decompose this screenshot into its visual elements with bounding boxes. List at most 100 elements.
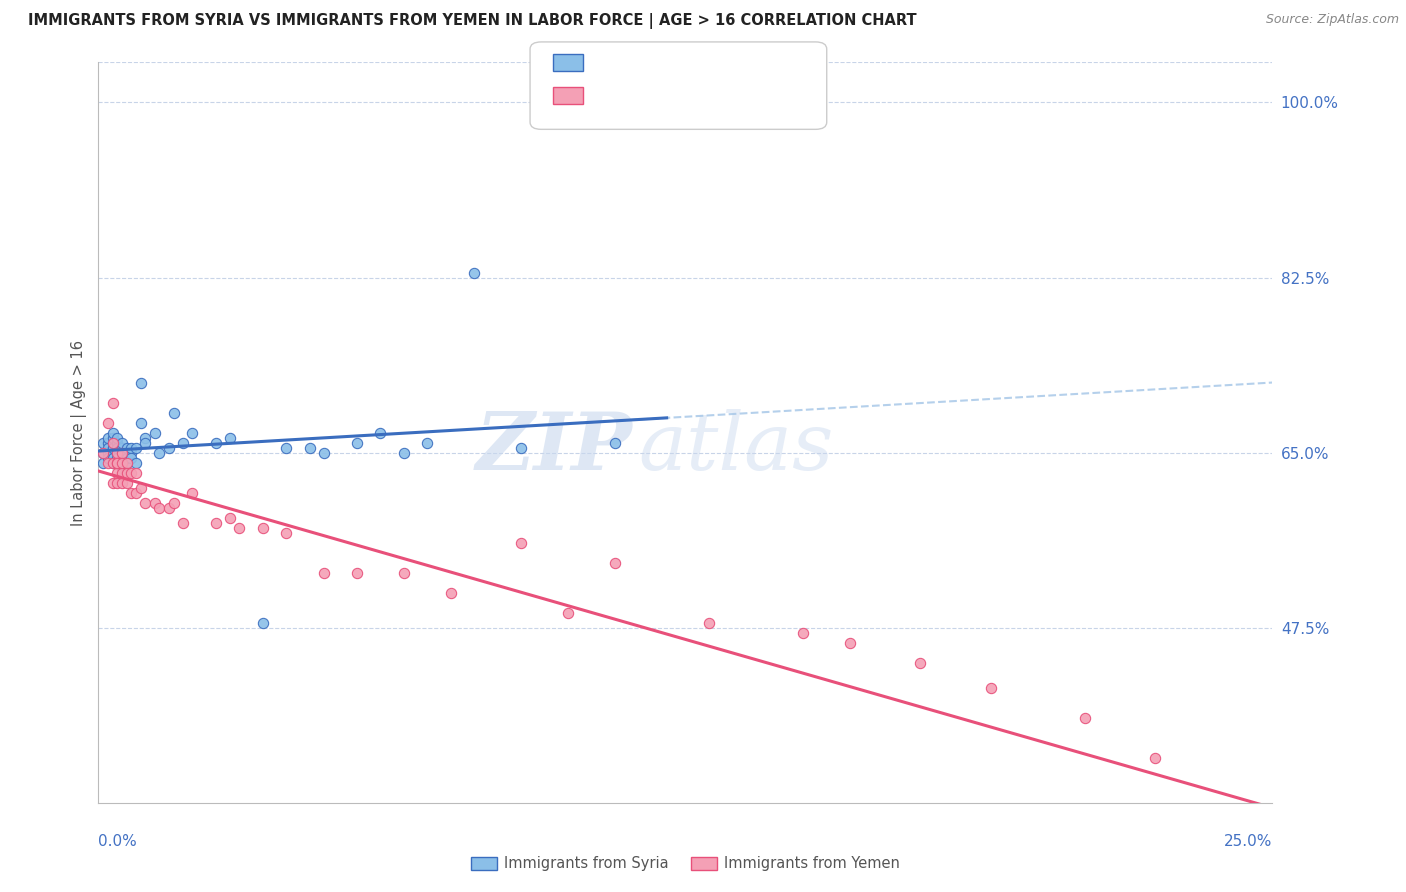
Point <box>276 441 298 455</box>
Point <box>129 376 152 390</box>
Point <box>416 435 439 450</box>
Point <box>97 445 120 459</box>
Point <box>120 466 142 480</box>
Point <box>111 441 134 455</box>
Point <box>101 435 124 450</box>
Point <box>980 681 1002 695</box>
Point <box>143 425 166 440</box>
Text: IMMIGRANTS FROM SYRIA VS IMMIGRANTS FROM YEMEN IN LABOR FORCE | AGE > 16 CORRELA: IMMIGRANTS FROM SYRIA VS IMMIGRANTS FROM… <box>28 13 917 29</box>
Point <box>115 441 138 455</box>
Point <box>105 435 128 450</box>
Point <box>1073 711 1095 725</box>
Text: 25.0%: 25.0% <box>1225 834 1272 849</box>
Point <box>120 441 142 455</box>
Point <box>105 456 128 470</box>
Point <box>97 456 120 470</box>
Point <box>111 460 134 475</box>
Point <box>157 441 180 455</box>
Point <box>697 615 720 630</box>
Point <box>115 456 138 470</box>
Point <box>105 450 128 465</box>
Point <box>97 416 120 430</box>
Point <box>603 556 626 570</box>
Point <box>157 500 180 515</box>
Point <box>101 425 124 440</box>
Point <box>205 516 228 530</box>
Point <box>510 441 533 455</box>
Point <box>105 456 128 470</box>
Point <box>105 441 128 455</box>
Point <box>312 566 335 580</box>
Point <box>125 441 148 455</box>
Point <box>134 435 156 450</box>
Point <box>111 435 134 450</box>
Point <box>120 445 142 459</box>
Point <box>125 456 148 470</box>
Point <box>111 445 134 459</box>
Point <box>101 475 124 490</box>
Point <box>392 445 415 459</box>
Point <box>125 485 148 500</box>
Text: 0.0%: 0.0% <box>98 834 138 849</box>
Text: Source: ZipAtlas.com: Source: ZipAtlas.com <box>1265 13 1399 27</box>
Point <box>205 435 228 450</box>
Point <box>603 435 626 450</box>
Point <box>101 441 124 455</box>
Point <box>111 456 134 470</box>
Point <box>120 485 142 500</box>
Point <box>97 431 120 445</box>
Point <box>115 475 138 490</box>
Text: -0.682: -0.682 <box>634 88 686 103</box>
Point <box>908 656 931 670</box>
Point <box>143 496 166 510</box>
Point <box>463 266 485 280</box>
Point <box>162 406 184 420</box>
Point <box>105 456 128 470</box>
Point <box>115 450 138 465</box>
Legend: Immigrants from Syria, Immigrants from Yemen: Immigrants from Syria, Immigrants from Y… <box>465 850 905 877</box>
Text: N = 51: N = 51 <box>690 88 745 103</box>
Point <box>111 445 134 459</box>
Point <box>792 625 814 640</box>
Point <box>129 416 152 430</box>
Point <box>181 485 204 500</box>
Point <box>105 445 128 459</box>
Point <box>101 441 124 455</box>
Point <box>101 456 124 470</box>
Point <box>125 466 148 480</box>
Point <box>148 445 170 459</box>
Text: R =: R = <box>595 55 626 70</box>
Point <box>172 435 194 450</box>
Point <box>101 445 124 459</box>
Point <box>439 585 461 599</box>
Text: R =: R = <box>595 88 626 103</box>
Point <box>105 445 128 459</box>
Point <box>134 496 156 510</box>
Text: 0.163: 0.163 <box>634 55 681 70</box>
Point <box>91 456 114 470</box>
Point <box>101 395 124 409</box>
Point <box>105 475 128 490</box>
Point <box>219 510 242 524</box>
Point <box>557 606 579 620</box>
Point <box>219 431 242 445</box>
Point <box>252 615 274 630</box>
Point <box>111 456 134 470</box>
Point <box>181 425 204 440</box>
Point <box>312 445 335 459</box>
Point <box>101 431 124 445</box>
Text: ZIP: ZIP <box>475 409 633 486</box>
Point <box>346 435 368 450</box>
Point <box>111 475 134 490</box>
Point <box>368 425 391 440</box>
Point <box>91 435 114 450</box>
Point <box>276 525 298 540</box>
Point <box>298 441 321 455</box>
Point <box>91 445 114 459</box>
Point <box>838 636 860 650</box>
Point <box>510 535 533 549</box>
Point <box>1144 751 1167 765</box>
Point <box>134 431 156 445</box>
Point <box>392 566 415 580</box>
Point <box>346 566 368 580</box>
